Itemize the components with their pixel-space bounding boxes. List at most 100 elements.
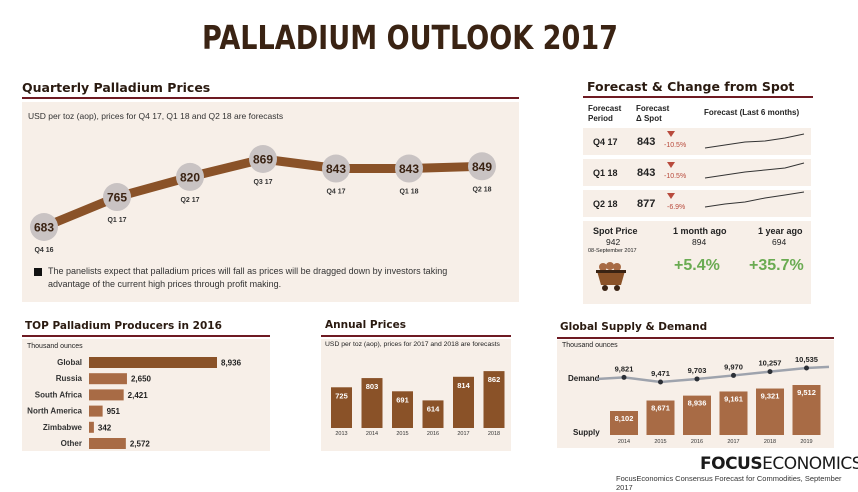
price-point <box>176 162 204 191</box>
producer-label: South Africa <box>35 390 83 399</box>
producer-label: Global <box>57 358 82 367</box>
demand-point <box>694 376 700 382</box>
forecast-period: Q4 17 <box>593 137 618 147</box>
supply-bar <box>646 400 675 435</box>
annual-rule <box>321 335 511 337</box>
annual-value: 725 <box>335 391 348 400</box>
forecast-col-period: Forecast Period <box>588 104 622 123</box>
producer-value: 2,650 <box>131 375 152 384</box>
price-point <box>395 154 423 183</box>
producer-label: Zimbabwe <box>43 423 83 432</box>
producer-bar <box>89 421 94 433</box>
forecast-row <box>583 190 811 217</box>
demand-point <box>731 372 736 378</box>
forecast-row <box>583 128 811 155</box>
demand-value: 9,703 <box>688 366 707 375</box>
forecast-value: 843 <box>637 136 656 148</box>
price-label: 843 <box>326 162 346 176</box>
quarter-label: Q3 17 <box>253 179 272 186</box>
down-arrow-icon <box>667 131 675 137</box>
forecast-change: -6.9% <box>667 204 686 211</box>
quarter-label: Q1 17 <box>107 217 126 224</box>
down-arrow-icon <box>667 193 675 199</box>
annual-value: 862 <box>488 375 501 384</box>
sd-year: 2018 <box>764 439 776 445</box>
supply-value: 8,936 <box>688 399 707 408</box>
annual-bar <box>483 371 505 428</box>
price-label: 869 <box>253 153 273 167</box>
demand-label: Demand <box>568 374 600 383</box>
sd-rule <box>557 337 834 339</box>
producer-bar <box>89 389 124 401</box>
supply-value: 9,161 <box>724 394 743 403</box>
sd-year: 2017 <box>727 439 739 445</box>
price-point <box>30 213 58 241</box>
mine-cart-icon <box>596 262 626 291</box>
quarterly-subtitle: USD per toz (aop), prices for Q4 17, Q1 … <box>28 111 284 121</box>
demand-value: 10,535 <box>795 355 818 364</box>
forecast-change: -10.5% <box>664 142 687 149</box>
annual-bar <box>392 391 413 428</box>
producer-bar <box>89 357 217 368</box>
down-arrow-icon <box>667 162 675 168</box>
producer-value: 2,421 <box>128 391 149 400</box>
demand-point <box>621 374 627 380</box>
price-point <box>322 154 350 183</box>
brand-economics: ECONOMICS <box>762 454 858 474</box>
bullet-icon <box>34 268 42 276</box>
supply-bar <box>719 391 748 435</box>
year-label: 1 year ago <box>758 226 803 236</box>
sparkline-q4-17 <box>704 133 805 149</box>
demand-point <box>658 379 663 385</box>
month-label: 1 month ago <box>673 226 727 236</box>
sd-title: Global Supply & Demand <box>560 321 708 333</box>
forecast-period: Q2 18 <box>593 199 618 209</box>
quarter-label: Q4 17 <box>326 189 345 196</box>
supply-bar <box>683 395 711 435</box>
producer-bar <box>89 438 126 449</box>
brand-source: FocusEconomics Consensus Forecast for Co… <box>616 474 842 492</box>
annual-value: 803 <box>366 382 379 391</box>
sparkline-q1-18 <box>704 162 805 179</box>
price-label: 765 <box>107 191 127 205</box>
forecast-value: 843 <box>637 167 656 179</box>
annual-bar <box>453 376 474 428</box>
price-label: 820 <box>180 170 200 184</box>
demand-point <box>767 369 773 375</box>
producer-value: 951 <box>107 407 121 416</box>
producers-title: TOP Palladium Producers in 2016 <box>25 320 222 332</box>
producer-value: 342 <box>98 423 112 432</box>
forecast-row <box>583 159 811 186</box>
sd-year: 2014 <box>618 439 630 445</box>
quarter-label: Q2 18 <box>472 186 491 193</box>
forecast-change: -10.5% <box>664 173 687 180</box>
demand-value: 10,257 <box>759 359 782 368</box>
supply-value: 9,321 <box>761 392 780 401</box>
producer-bar <box>89 373 127 385</box>
quarterly-title: Quarterly Palladium Prices <box>22 80 211 95</box>
annual-year: 2014 <box>366 431 378 437</box>
annual-title: Annual Prices <box>325 319 406 331</box>
spot-date: 08-September 2017 <box>588 248 637 254</box>
annual-year: 2015 <box>396 431 408 437</box>
demand-value: 9,821 <box>615 364 634 373</box>
supply-label: Supply <box>573 428 600 437</box>
spot-label: Spot Price <box>593 226 638 236</box>
spot-panel <box>583 221 811 304</box>
demand-line <box>596 365 830 384</box>
producer-label: North America <box>27 407 82 416</box>
sd-year: 2019 <box>800 439 812 445</box>
sd-year: 2016 <box>691 439 703 445</box>
annual-year: 2017 <box>457 431 469 437</box>
demand-value: 9,471 <box>651 369 670 378</box>
producer-value: 2,572 <box>130 440 151 449</box>
supply-value: 8,102 <box>615 414 634 423</box>
producers-unit: Thousand ounces <box>27 343 83 350</box>
producer-label: Russia <box>56 374 83 383</box>
annual-year: 2013 <box>335 431 347 437</box>
producers-chart: Global 8,936 Russia 2,650 South Africa 2,421 N… <box>27 357 242 449</box>
sd-chart: 8,102 2014 8,671 2015 8,936 2016 9,161 2017 9,32… <box>596 355 830 445</box>
annual-year: 2018 <box>488 431 500 437</box>
annual-bar <box>422 400 444 428</box>
producers-rule <box>22 335 270 337</box>
